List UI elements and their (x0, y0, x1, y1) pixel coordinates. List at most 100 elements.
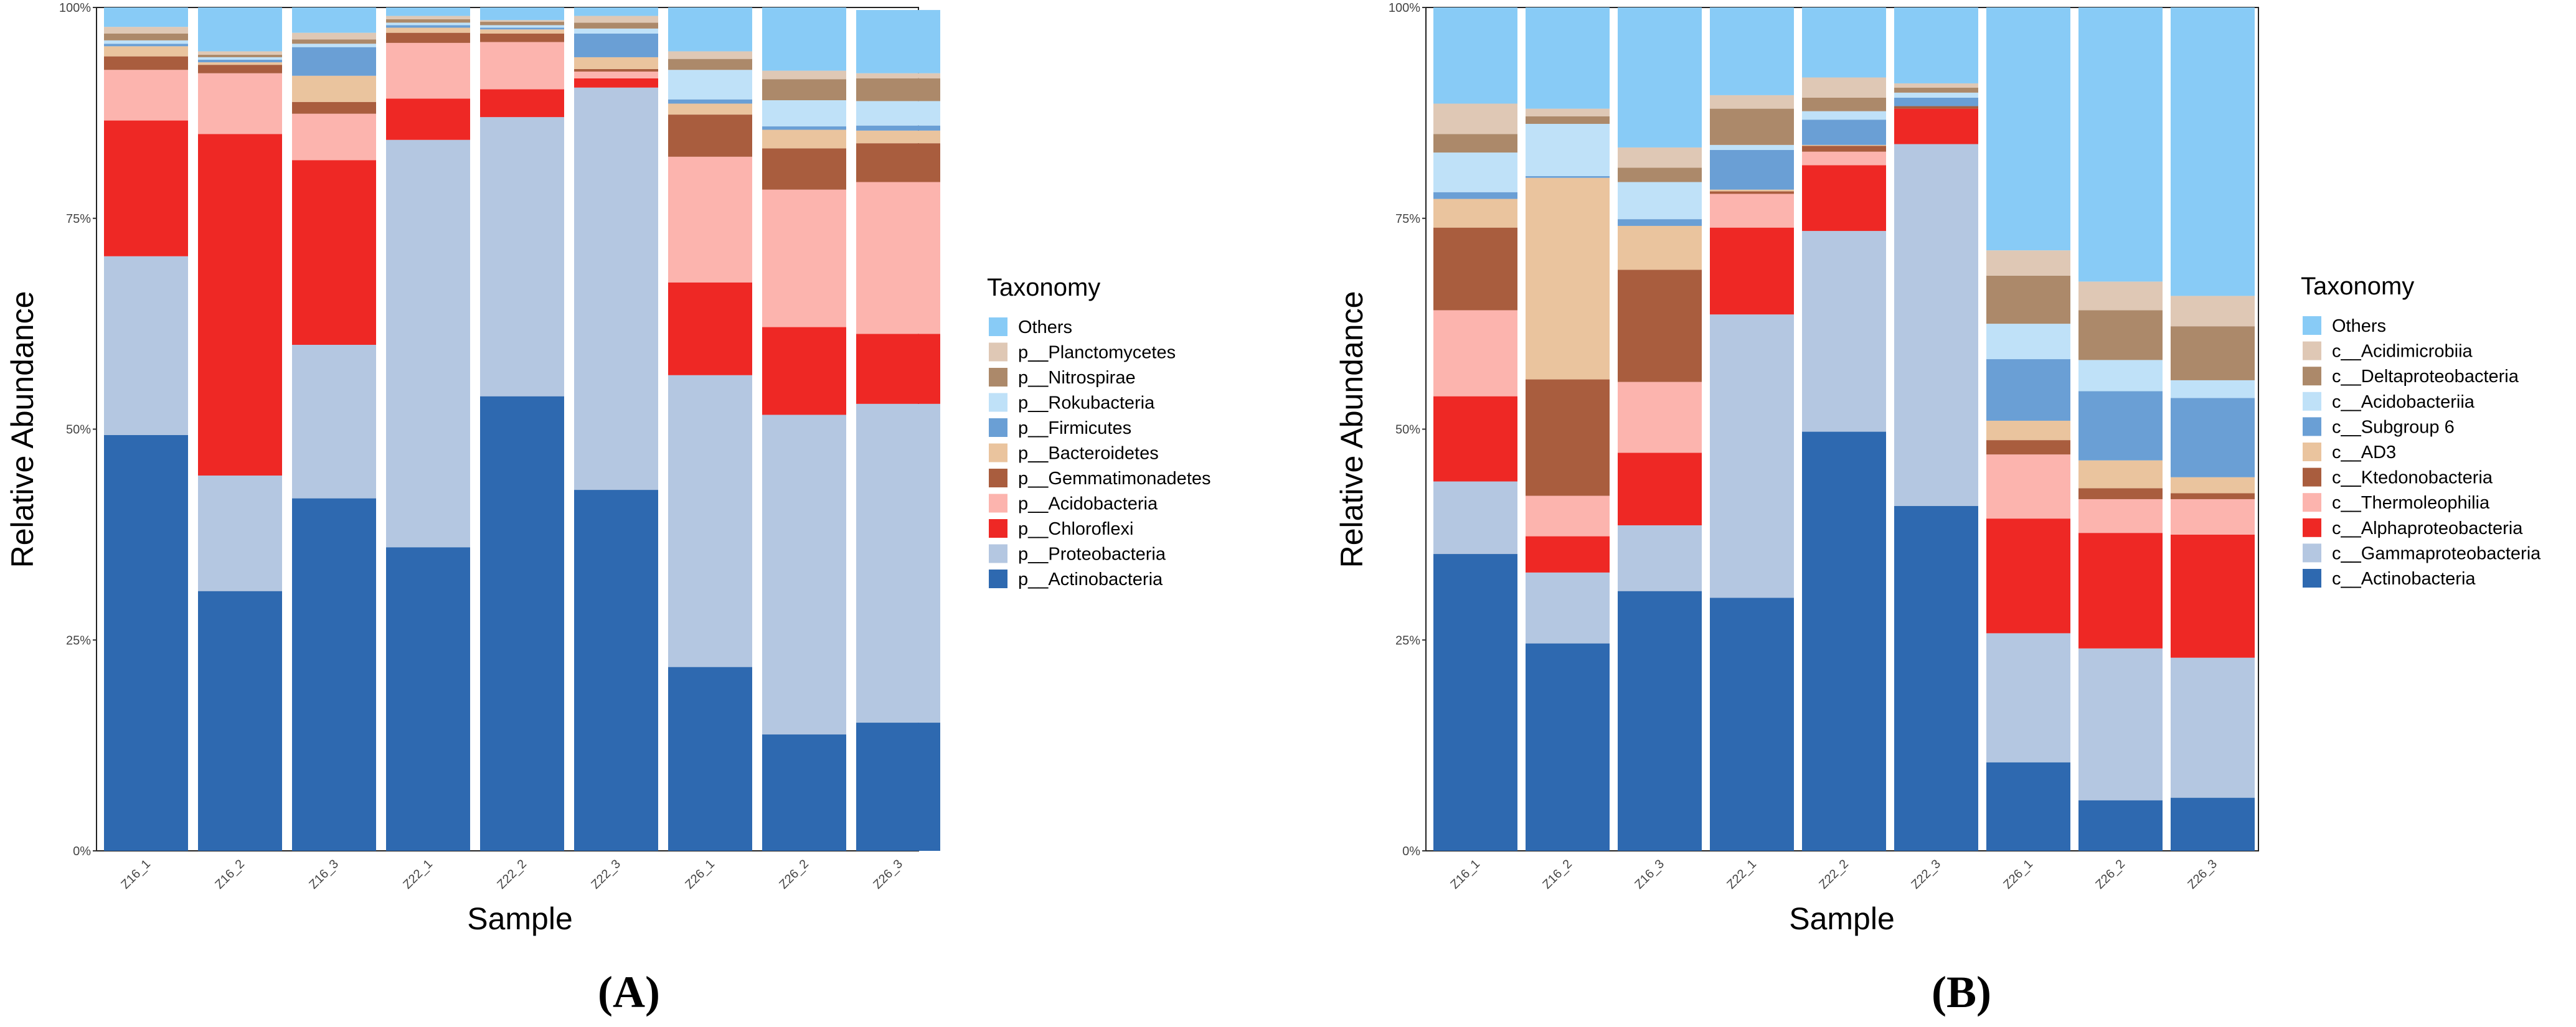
bar-segment-a-Z26_2-6 (762, 126, 846, 130)
bar-segment-b-Z16_3-10 (1618, 7, 1702, 148)
legend-label-b-4: c__Subgroup 6 (2332, 417, 2455, 437)
bar-segment-a-Z22_2-0 (480, 396, 564, 851)
legend-label-b-5: c__AD3 (2332, 443, 2396, 462)
y-tick-label-b-3: 75% (1395, 212, 1420, 226)
bar-segment-b-Z22_1-2 (1710, 227, 1794, 315)
bar-segment-b-Z26_1-10 (1986, 7, 2070, 251)
bar-segment-b-Z26_2-9 (2078, 281, 2163, 311)
bar-segment-a-Z26_3-5 (856, 130, 940, 144)
panel-letter-a: A (613, 967, 645, 1017)
bar-segment-a-Z22_1-0 (386, 547, 470, 851)
bar-segment-b-Z26_1-8 (1986, 275, 2070, 324)
legend-swatch-b-6 (2303, 467, 2321, 487)
bar-segment-b-Z22_3-4 (1894, 106, 1978, 109)
bar-segment-b-Z26_3-1 (2171, 657, 2255, 798)
bar-segment-b-Z26_1-7 (1986, 324, 2070, 360)
legend-swatch-b-5 (2303, 443, 2321, 461)
y-tick-label-b-2: 50% (1395, 423, 1420, 437)
bar-segment-a-Z26_1-8 (668, 59, 752, 70)
bar-segment-b-Z22_1-6 (1710, 149, 1794, 190)
legend-swatch-b-8 (2303, 518, 2321, 537)
y-tick-label-a-1: 25% (66, 634, 91, 647)
panel-label-b: (B) (1932, 967, 1991, 1017)
bar-segment-b-Z22_3-8 (1894, 87, 1978, 93)
bar-segment-a-Z26_1-6 (668, 99, 752, 104)
bar-segment-a-Z22_3-6 (574, 34, 658, 57)
bar-segment-b-Z16_2-4 (1526, 379, 1610, 496)
legend-swatch-b-3 (2303, 392, 2321, 411)
legend-label-b-7: c__Thermoleophilia (2332, 493, 2490, 513)
legend-swatch-a-6 (989, 469, 1007, 487)
bar-segment-b-Z22_3-6 (1894, 97, 1978, 106)
legend-label-b-6: c__Ktedonobacteria (2332, 468, 2493, 488)
bar-segment-a-Z22_3-4 (574, 68, 658, 72)
bar-segment-a-Z26_2-8 (762, 79, 846, 101)
bar-segment-b-Z16_3-5 (1618, 225, 1702, 270)
bar-segment-a-Z16_2-3 (198, 73, 282, 134)
bar-segment-b-Z22_2-0 (1802, 431, 1886, 851)
bar-segment-a-Z26_1-7 (668, 70, 752, 100)
legend-swatch-a-1 (989, 342, 1007, 362)
bar-segment-a-Z26_1-5 (668, 103, 752, 115)
bar-segment-a-Z22_3-10 (574, 7, 658, 16)
bar-segment-b-Z26_1-2 (1986, 518, 2070, 634)
bar-segment-a-Z16_1-9 (104, 27, 188, 34)
bar-segment-b-Z22_3-2 (1894, 108, 1978, 144)
legend-label-a-0: Others (1018, 317, 1072, 337)
legend-swatch-b-0 (2303, 316, 2321, 335)
x-tick-label-a-1: Z16_2 (212, 857, 247, 892)
bar-segment-a-Z16_2-6 (198, 60, 282, 63)
legend-swatch-a-2 (989, 368, 1007, 387)
bar-segment-b-Z22_2-1 (1802, 231, 1886, 432)
bar-segment-a-Z16_2-2 (198, 134, 282, 476)
bar-segment-a-Z26_3-1 (856, 403, 940, 723)
bar-segment-b-Z26_2-8 (2078, 310, 2163, 360)
y-tick-label-a-2: 50% (66, 423, 91, 437)
x-tick-label-b-3: Z22_1 (1724, 857, 1759, 892)
y-ticks-b: 0% 25% 50% 75% 100% (1389, 1, 1426, 858)
bar-segment-a-Z22_2-8 (480, 22, 564, 26)
panel-label-a: (A) (598, 967, 660, 1017)
bar-segment-b-Z26_3-7 (2171, 380, 2255, 398)
panel-letter-b: B (1946, 967, 1976, 1017)
bar-segment-a-Z26_2-7 (762, 100, 846, 127)
bar-segment-a-Z26_3-3 (856, 182, 940, 334)
bar-segment-b-Z22_2-2 (1802, 165, 1886, 232)
bar-segment-b-Z22_1-0 (1710, 598, 1794, 851)
legend-title-b: Taxonomy (2301, 273, 2414, 300)
bar-segment-a-Z16_3-10 (292, 7, 376, 33)
bar-segment-b-Z16_1-2 (1433, 396, 1517, 482)
bar-segment-a-Z16_2-10 (198, 7, 282, 52)
bar-segment-a-Z16_1-4 (104, 56, 188, 70)
bar-segment-a-Z26_3-7 (856, 101, 940, 126)
bar-segment-b-Z16_3-0 (1618, 591, 1702, 851)
bar-segment-b-Z26_3-10 (2171, 7, 2255, 296)
bar-segment-a-Z16_3-9 (292, 32, 376, 40)
bar-segment-a-Z22_2-5 (480, 29, 564, 34)
bar-segment-a-Z22_2-3 (480, 42, 564, 90)
legend-title-a: Taxonomy (987, 274, 1100, 301)
bar-segment-a-Z16_2-5 (198, 62, 282, 65)
legend-swatch-a-0 (989, 317, 1007, 336)
bar-segment-a-Z22_1-9 (386, 16, 470, 19)
bar-segment-a-Z22_1-5 (386, 27, 470, 33)
bar-segment-a-Z26_3-10 (856, 10, 940, 73)
x-tick-label-b-1: Z16_2 (1540, 857, 1575, 892)
bar-segment-a-Z22_3-7 (574, 28, 658, 34)
x-tick-label-a-5: Z22_3 (588, 857, 623, 892)
bar-segment-a-Z22_2-1 (480, 117, 564, 396)
bar-segment-b-Z26_3-6 (2171, 398, 2255, 477)
bar-segment-b-Z16_1-9 (1433, 103, 1517, 134)
bar-segment-a-Z16_2-7 (198, 57, 282, 60)
legend-label-a-10: p__Actinobacteria (1018, 570, 1163, 589)
y-tick-label-b-4: 100% (1389, 1, 1420, 15)
bar-segment-a-Z22_1-4 (386, 32, 470, 43)
bar-segment-b-Z26_1-3 (1986, 454, 2070, 519)
bar-segment-b-Z16_3-7 (1618, 182, 1702, 220)
bar-segment-a-Z16_2-9 (198, 51, 282, 55)
bar-segment-b-Z16_3-6 (1618, 219, 1702, 226)
bar-segment-a-Z26_3-4 (856, 143, 940, 182)
bar-segment-b-Z16_3-1 (1618, 525, 1702, 591)
legend-label-b-0: Others (2332, 316, 2386, 336)
bar-segment-b-Z16_2-8 (1526, 116, 1610, 124)
